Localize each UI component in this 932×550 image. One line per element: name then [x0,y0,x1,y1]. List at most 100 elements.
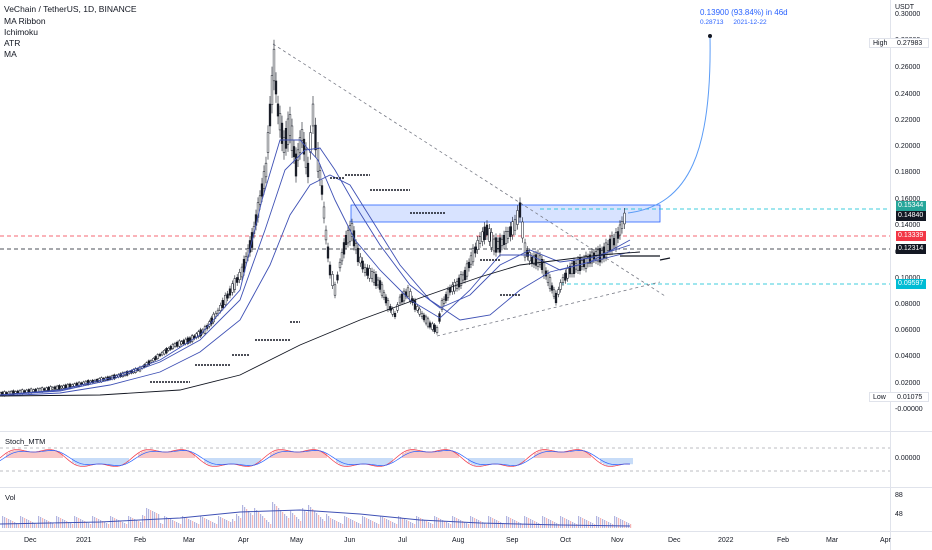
candle-body [314,124,317,151]
currency-label[interactable]: USDT [895,4,915,11]
time-tick: 2021 [76,537,92,544]
volume-bar [96,518,98,528]
volume-label[interactable]: Vol [5,493,16,502]
price-chart-canvas[interactable] [0,0,890,550]
candle-body [420,312,424,318]
stoch-hist-neg [207,458,210,465]
volume-bar [496,520,498,528]
candle-body [372,272,376,283]
volume-bar [518,522,520,528]
volume-bar [620,519,622,528]
stoch-hist-neg [225,458,228,465]
candle-body [23,390,26,393]
price-tick: 0.18000 [895,169,921,176]
candle-body [550,285,554,291]
volume-bar [528,518,530,528]
volume-bar [334,520,336,528]
volume-bar [228,521,230,528]
volume-bar [480,521,482,528]
candle-body [32,389,35,392]
price-tick: 0.06000 [895,327,921,334]
volume-bar [580,517,582,528]
volume-bar [408,521,410,528]
volume-bar [420,518,422,528]
candle-body [71,384,74,387]
volume-bar [488,516,490,528]
stoch-hist-pos [444,449,447,458]
stoch-mtm-label[interactable]: Stoch_MTM [5,437,46,446]
stoch-hist-pos [15,449,18,458]
stoch-hist-neg [108,458,111,466]
volume-bar [222,518,224,528]
volume-bar [434,516,436,528]
stoch-d-line [0,450,631,466]
volume-bar [246,509,248,528]
volume-bar [84,521,86,528]
candle-body [424,316,428,324]
stoch-hist-neg [498,458,501,465]
stoch-hist-pos [441,449,444,458]
volume-bar [4,517,6,528]
volume-bar [596,516,598,528]
stoch-hist-pos [576,449,579,458]
volume-bar [288,518,290,528]
volume-bar [516,521,518,528]
price-axis-border [890,0,891,550]
candle-body [84,380,88,385]
candle-body [173,343,177,347]
candle-body [485,224,489,236]
candle-body [320,185,324,195]
stoch-hist-pos [282,449,285,458]
volume-bar [186,518,188,528]
price-tick: 0.20000 [895,143,921,150]
candle-body [610,235,614,251]
volume-bar [148,509,150,528]
candle-body [461,274,465,281]
volume-bar [80,519,82,528]
stoch-hist-neg [495,458,498,465]
volume-bar [366,518,368,528]
volume-bar [204,518,206,528]
candle-body [296,149,300,161]
stoch-hist-pos [180,449,183,458]
volume-bar [50,522,52,528]
candle-body [240,266,244,278]
stoch-hist-pos [558,451,561,458]
volume-bar [558,524,560,528]
volume-bar [216,524,218,528]
indicator-atr[interactable]: ATR [4,38,21,48]
volume-bar [602,519,604,528]
candle-body [47,386,50,391]
stoch-hist-pos [183,449,186,458]
stoch-hist-pos [147,449,150,458]
stoch-hist-pos [24,450,27,458]
pane-separator-stoch[interactable] [0,431,932,432]
volume-bar [100,520,102,528]
candle-body [561,277,565,283]
candle-body [431,323,434,330]
indicator-ichimoku[interactable]: Ichimoku [4,27,39,37]
candle-body [511,221,514,236]
volume-bar [220,517,222,528]
candle-body [77,381,81,387]
volume-bar [244,507,246,528]
volume-bar [28,520,30,528]
candle-body [435,327,439,333]
indicator-ma[interactable]: MA [4,49,17,59]
candle-body [147,360,151,366]
volume-bar [570,521,572,528]
high-tag: High 0.27983 [869,38,929,48]
volume-bar [586,520,588,528]
candle-body [618,224,622,236]
stoch-hist-pos [159,451,162,458]
indicator-ma-ribbon[interactable]: MA Ribbon [4,16,46,26]
price-tick: 0.30000 [895,11,921,18]
candle-body [606,244,610,251]
pane-separator-vol[interactable] [0,487,932,488]
volume-bar [12,521,14,528]
stoch-hist-neg [507,458,510,467]
symbol-title[interactable]: VeChain / TetherUS, 1D, BINANCE [4,4,137,14]
stoch-hist-neg [78,458,81,466]
volume-bar [422,519,424,528]
